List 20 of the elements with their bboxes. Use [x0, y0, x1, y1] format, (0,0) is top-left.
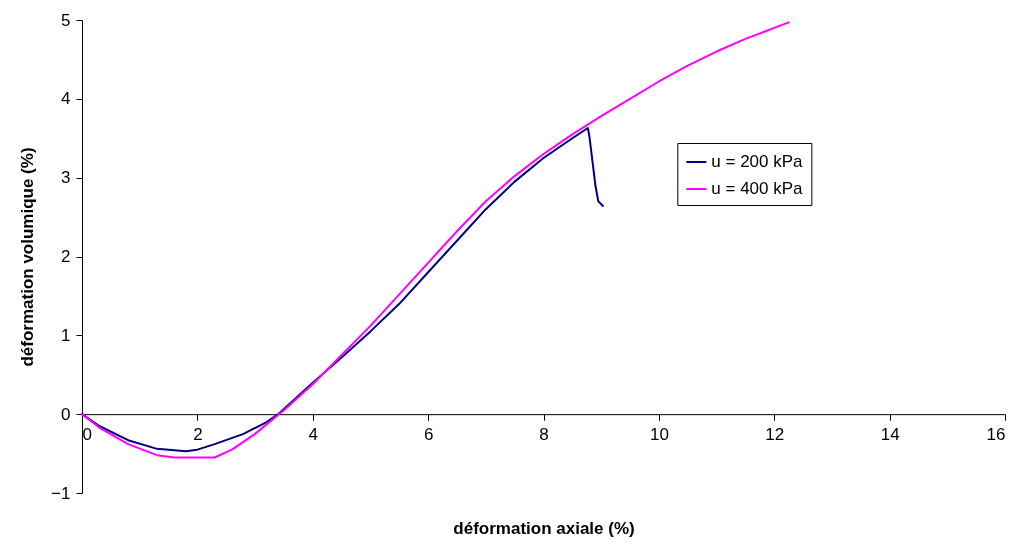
- x-tick-label: 14: [880, 424, 900, 444]
- y-tick-label: 5: [61, 10, 71, 30]
- legend-label: u = 200 kPa: [711, 151, 804, 171]
- y-tick-label: 0: [61, 404, 71, 424]
- x-tick-label: 0: [82, 424, 92, 444]
- x-tick-label: 16: [986, 424, 1006, 444]
- x-tick-label: 10: [649, 424, 669, 444]
- x-tick-label: 2: [193, 424, 203, 444]
- x-tick-label: 8: [539, 424, 549, 444]
- y-axis-title: déformation volumique (%): [18, 147, 38, 367]
- y-tick-label: −1: [51, 483, 71, 503]
- y-tick-label: 2: [61, 247, 71, 266]
- y-tick-label: 1: [61, 325, 71, 345]
- y-tick-label: 3: [61, 168, 71, 188]
- y-tick-label: 4: [61, 89, 71, 109]
- x-tick-label: 12: [765, 424, 785, 444]
- x-tick-label: 6: [423, 424, 434, 444]
- x-axis-title: déformation axiale (%): [453, 518, 635, 538]
- legend-label: u = 400 kPa: [711, 178, 804, 198]
- x-tick-label: 4: [308, 424, 318, 444]
